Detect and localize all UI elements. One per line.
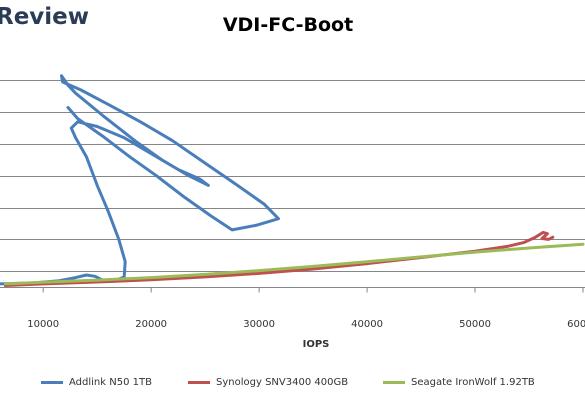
series-line-1 [3, 230, 555, 287]
legend-swatch-synology [188, 380, 210, 384]
x-tick-label-4: 50000 [459, 319, 491, 330]
gridlines [0, 80, 585, 288]
review-logo: Review [0, 4, 90, 30]
x-axis: 10000 20000 30000 40000 50000 60000 [27, 287, 585, 330]
legend-label-synology: Synology SNV3400 400GB [216, 376, 349, 388]
legend-swatch-seagate [383, 380, 405, 384]
series-line-2 [3, 242, 585, 286]
x-tick-label-1: 20000 [135, 319, 167, 330]
chart-title: VDI-FC-Boot [222, 14, 354, 36]
x-axis-label: IOPS [302, 339, 330, 350]
legend-label-addlink: Addlink N50 1TB [69, 376, 152, 388]
legend-swatch-addlink [41, 380, 63, 384]
legend-item-addlink: Addlink N50 1TB [41, 374, 152, 390]
legend-item-synology: Synology SNV3400 400GB [188, 374, 348, 390]
legend-item-seagate: Seagate IronWolf 1.92TB [383, 374, 535, 390]
x-tick-label-0: 10000 [27, 319, 59, 330]
x-tick-label-3: 40000 [351, 319, 383, 330]
series-lines [0, 74, 585, 287]
x-tick-label-2: 30000 [243, 319, 275, 330]
legend-label-seagate: Seagate IronWolf 1.92TB [411, 376, 535, 388]
series-line-0 [0, 74, 280, 286]
x-tick-label-5: 60000 [567, 319, 585, 330]
chart-legend: Addlink N50 1TB Synology SNV3400 400GB S… [0, 374, 585, 390]
